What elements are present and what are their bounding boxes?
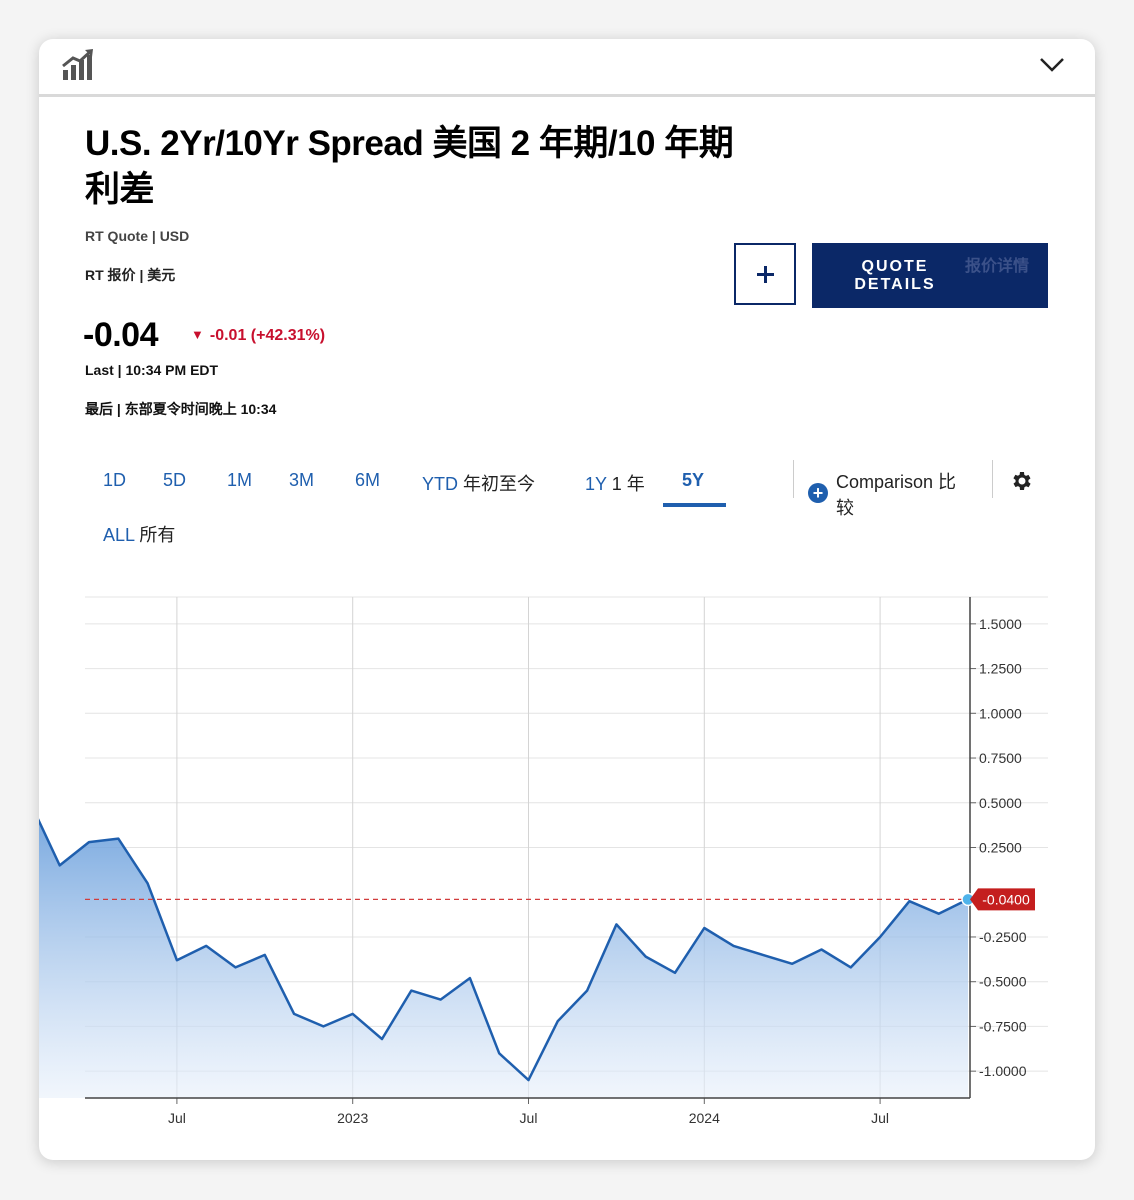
tab-5d[interactable]: 5D	[163, 470, 187, 490]
x-tick-label: 2024	[689, 1110, 720, 1126]
chevron-down-icon[interactable]	[1039, 55, 1065, 73]
tab-3m[interactable]: 3M	[289, 470, 315, 490]
last-time: Last | 10:34 PM EDT	[85, 362, 219, 378]
last-value-label: -0.0400	[982, 891, 1030, 907]
x-tick-label: Jul	[520, 1110, 538, 1126]
series-line	[39, 818, 969, 1082]
divider	[992, 460, 993, 498]
tab-6m[interactable]: 6M	[355, 470, 381, 490]
y-tick-label: -0.7500	[979, 1018, 1027, 1034]
x-tick-label: Jul	[871, 1110, 889, 1126]
divider	[793, 460, 794, 498]
down-triangle-icon: ▼	[191, 327, 204, 342]
y-tick-label: 1.0000	[979, 705, 1022, 721]
y-tick-label: -1.0000	[979, 1063, 1027, 1079]
y-tick-label: 0.5000	[979, 795, 1022, 811]
series-area	[39, 821, 968, 1098]
y-tick-label: 1.2500	[979, 661, 1022, 677]
quote-details-button[interactable]: QUOTE DETAILS 报价详情	[812, 243, 1048, 308]
x-tick-label: Jul	[168, 1110, 186, 1126]
bar-chart-trend-icon[interactable]	[61, 48, 95, 82]
last-value: -0.04	[83, 316, 159, 354]
tab-1m[interactable]: 1M	[227, 470, 253, 490]
last-value-badge	[970, 888, 1035, 911]
y-tick-label: 1.5000	[979, 616, 1022, 632]
active-tab-indicator	[663, 503, 726, 507]
tab-1y[interactable]: 1Y 1 年	[585, 474, 645, 494]
card-header	[39, 39, 1095, 97]
quote-subtitle-cn: RT 报价 | 美元	[85, 267, 176, 283]
quote-subtitle: RT Quote | USD	[85, 228, 190, 244]
last-time-cn: 最后 | 东部夏令时间晚上 10:34	[85, 401, 277, 417]
y-tick-label: 0.2500	[979, 840, 1022, 856]
y-tick-label: -0.5000	[979, 974, 1027, 990]
tab-5y[interactable]: 5Y	[682, 470, 705, 490]
page-title: U.S. 2Yr/10Yr Spread 美国 2 年期/10 年期利差	[85, 124, 734, 209]
tab-ytd[interactable]: YTD 年初至今	[422, 474, 536, 494]
change-indicator: ▼ -0.01 (+42.31%)	[191, 327, 325, 345]
quote-card: U.S. 2Yr/10Yr Spread 美国 2 年期/10 年期利差 RT …	[39, 39, 1095, 1160]
plus-circle-icon: +	[808, 483, 828, 503]
add-to-watchlist-button[interactable]	[734, 243, 796, 305]
y-tick-label: -0.2500	[979, 929, 1027, 945]
gear-icon[interactable]	[1009, 469, 1033, 493]
price-chart[interactable]: 1.5000 1.2500 1.0000 0.7500 0.5000 0.2500 -0.2…	[39, 39, 1095, 1160]
y-tick-label: 0.7500	[979, 750, 1022, 766]
quote-details-label-cn: 报价详情	[964, 258, 1029, 275]
comparison-label: Comparison 比较	[836, 472, 957, 518]
x-tick-label: 2023	[337, 1110, 368, 1126]
tab-all[interactable]: ALL 所有	[103, 525, 176, 545]
change-text: -0.01 (+42.31%)	[209, 327, 326, 344]
quote-details-label: QUOTE DETAILS	[854, 258, 936, 293]
tab-1d[interactable]: 1D	[103, 470, 127, 490]
